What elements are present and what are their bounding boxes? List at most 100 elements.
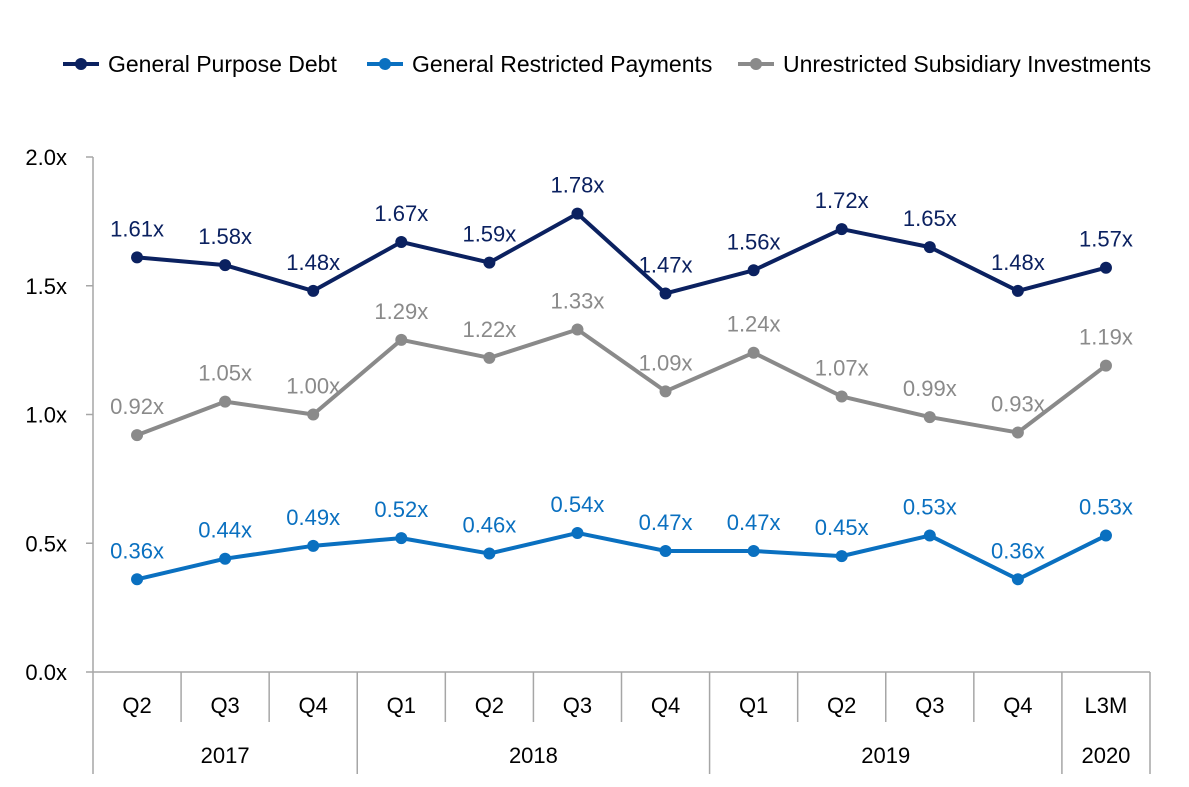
data-point	[923, 241, 936, 254]
data-label: 0.54x	[551, 492, 605, 517]
x-tick-label: Q1	[387, 693, 416, 718]
data-point	[131, 429, 144, 442]
data-point	[747, 346, 760, 359]
data-point	[659, 287, 672, 300]
data-point	[483, 256, 496, 269]
data-label: 1.57x	[1079, 227, 1133, 252]
data-label: 0.52x	[374, 497, 428, 522]
data-label: 1.59x	[462, 222, 516, 247]
legend-item-0: General Purpose Debt	[63, 51, 337, 77]
data-point	[219, 259, 232, 272]
legend-item-1: General Restricted Payments	[367, 51, 712, 77]
data-point	[659, 385, 672, 398]
data-point	[747, 264, 760, 277]
year-group-label: 2018	[509, 743, 558, 768]
series-0	[131, 207, 1112, 300]
data-label: 0.47x	[639, 510, 693, 535]
data-label: 1.00x	[286, 374, 340, 399]
data-point	[747, 544, 760, 557]
x-tick-label: Q4	[299, 693, 328, 718]
series-1	[131, 526, 1112, 586]
data-label: 0.53x	[1079, 495, 1133, 520]
data-label: 1.24x	[727, 312, 781, 337]
x-tick-label: Q2	[827, 693, 856, 718]
series-line	[135, 530, 1108, 582]
x-tick-label: Q2	[475, 693, 504, 718]
data-label: 1.07x	[815, 355, 869, 380]
data-point	[1099, 261, 1112, 274]
legend-label: Unrestricted Subsidiary Investments	[783, 51, 1151, 77]
data-label: 0.99x	[903, 376, 957, 401]
data-label: 0.45x	[815, 515, 869, 540]
y-tick-label: 0.0x	[25, 660, 67, 685]
data-label: 1.56x	[727, 229, 781, 254]
legend-label: General Purpose Debt	[108, 51, 337, 77]
data-label: 0.47x	[727, 510, 781, 535]
data-label: 0.36x	[110, 538, 164, 563]
series-labels-2: 0.92x 1.05x 1.00x 1.29x 1.22x 1.33x 1.09x 1.24x…	[110, 289, 1133, 420]
data-point	[1011, 573, 1024, 586]
data-label: 1.05x	[198, 361, 252, 386]
data-label: 0.49x	[286, 505, 340, 530]
data-point	[1099, 529, 1112, 542]
axes: 0.0x 0.5x 1.0x 1.5x 2.0x Q2 Q3 Q4 Q1 Q2 Q3 Q4 Q1 Q2 Q3…	[25, 145, 1151, 774]
data-point	[307, 284, 320, 297]
data-point	[1099, 359, 1112, 372]
x-tick-label: Q4	[1003, 693, 1032, 718]
legend-marker	[75, 58, 87, 70]
data-label: 0.36x	[991, 538, 1045, 563]
data-point	[395, 532, 408, 545]
data-point	[1011, 426, 1024, 439]
x-tick-label: Q2	[122, 693, 151, 718]
y-tick-label: 1.0x	[25, 403, 67, 428]
data-point	[307, 408, 320, 421]
legend-label: General Restricted Payments	[412, 51, 712, 77]
x-tick-label: Q1	[739, 693, 768, 718]
data-point	[571, 207, 584, 220]
data-label: 0.46x	[462, 513, 516, 538]
data-point	[219, 552, 232, 565]
data-point	[131, 251, 144, 264]
data-label: 1.47x	[639, 252, 693, 277]
series-labels-1: 0.36x 0.44x 0.49x 0.52x 0.46x 0.54x 0.47x 0.47x…	[110, 492, 1133, 563]
data-point	[395, 235, 408, 248]
data-point	[835, 550, 848, 563]
data-point	[571, 323, 584, 336]
series-line	[135, 211, 1108, 296]
data-label: 1.19x	[1079, 325, 1133, 350]
data-point	[835, 390, 848, 403]
data-label: 0.44x	[198, 518, 252, 543]
y-tick-label: 2.0x	[25, 145, 67, 170]
x-tick-label: Q3	[563, 693, 592, 718]
data-label: 0.92x	[110, 394, 164, 419]
data-label: 1.61x	[110, 216, 164, 241]
data-point	[1011, 284, 1024, 297]
year-group-label: 2019	[861, 743, 910, 768]
data-label: 1.29x	[374, 299, 428, 324]
data-point	[835, 223, 848, 236]
data-point	[923, 411, 936, 424]
data-label: 1.48x	[286, 250, 340, 275]
legend-marker	[750, 58, 762, 70]
data-label: 1.72x	[815, 188, 869, 213]
data-point	[571, 526, 584, 539]
legend: General Purpose Debt General Restricted P…	[63, 51, 1151, 77]
data-label: 0.53x	[903, 495, 957, 520]
data-point	[923, 529, 936, 542]
data-point	[483, 351, 496, 364]
data-point	[219, 395, 232, 408]
series-line	[135, 327, 1108, 438]
year-group-label: 2020	[1081, 743, 1130, 768]
x-tick-label: L3M	[1085, 693, 1128, 718]
series-layer	[131, 207, 1112, 586]
y-tick-label: 0.5x	[25, 531, 67, 556]
legend-marker	[379, 58, 391, 70]
series-2	[131, 323, 1112, 442]
x-tick-label: Q4	[651, 693, 680, 718]
data-label: 0.93x	[991, 392, 1045, 417]
data-label: 1.65x	[903, 206, 957, 231]
data-label: 1.67x	[374, 201, 428, 226]
y-tick-label: 1.5x	[25, 274, 67, 299]
